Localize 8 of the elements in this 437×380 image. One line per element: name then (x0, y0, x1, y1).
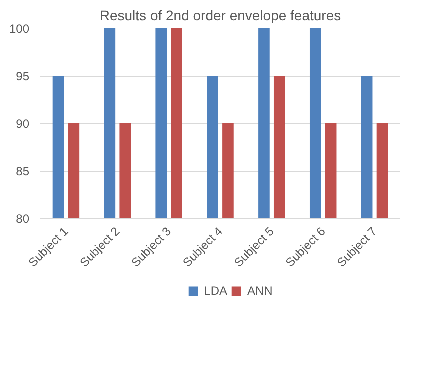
chart-title: Results of 2nd order envelope features (100, 8, 342, 24)
legend-label: LDA (204, 284, 228, 298)
y-tick-label: 100 (9, 22, 30, 36)
y-tick-label: 95 (16, 70, 30, 84)
legend-label: ANN (248, 284, 273, 298)
y-tick-label: 90 (16, 117, 30, 131)
y-tick-label: 80 (16, 212, 30, 226)
y-tick-label: 85 (16, 164, 30, 178)
